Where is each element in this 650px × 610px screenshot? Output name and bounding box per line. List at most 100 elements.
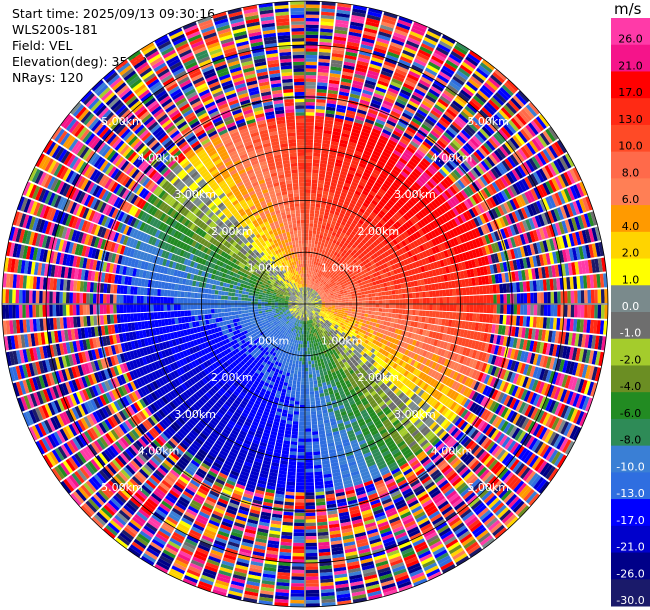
range-gate: [530, 188, 539, 201]
range-gate: [364, 24, 379, 31]
range-gate: [358, 306, 363, 310]
range-gate: [315, 237, 319, 242]
range-gate: [339, 84, 351, 90]
range-gate: [358, 236, 364, 242]
range-gate: [484, 123, 495, 135]
range-gate: [528, 101, 540, 115]
range-gate: [422, 39, 436, 49]
range-gate: [539, 150, 550, 164]
range-gate: [348, 306, 353, 309]
range-gate: [348, 296, 352, 300]
range-gate: [446, 240, 453, 249]
range-gate: [332, 282, 336, 286]
range-gate: [382, 64, 395, 72]
range-gate: [340, 270, 345, 275]
range-gate: [338, 242, 344, 248]
range-gate: [473, 217, 481, 227]
range-gate: [336, 262, 341, 267]
range-gate: [326, 280, 330, 284]
range-gate: [314, 213, 319, 218]
range-gate: [331, 134, 341, 140]
range-gate: [327, 93, 338, 98]
range-gate: [356, 112, 366, 119]
range-gate: [379, 135, 389, 142]
range-gate: [432, 52, 446, 62]
range-gate: [305, 176, 312, 180]
range-gate: [319, 163, 327, 168]
range-gate: [393, 204, 400, 211]
range-gate: [341, 278, 346, 282]
range-gate: [446, 257, 452, 266]
range-gate: [310, 284, 313, 289]
range-gate: [315, 261, 319, 266]
range-gate: [305, 302, 308, 304]
range-gate: [442, 289, 447, 297]
range-gate: [514, 133, 526, 146]
range-gate: [388, 84, 401, 92]
range-gate: [464, 221, 471, 231]
range-gate: [305, 149, 313, 153]
range-gate: [412, 154, 422, 163]
range-gate: [359, 285, 364, 290]
range-gate: [526, 204, 535, 217]
range-gate: [371, 293, 376, 297]
range-gate: [333, 32, 347, 38]
range-gate: [337, 278, 342, 282]
range-gate: [319, 256, 323, 260]
range-gate: [408, 287, 413, 293]
range-gate: [503, 81, 517, 94]
range-gate: [377, 275, 382, 280]
range-gate: [570, 304, 575, 318]
range-gate: [436, 139, 447, 149]
range-gate: [335, 305, 339, 308]
range-gate: [512, 95, 525, 108]
range-gate: [356, 222, 363, 228]
range-gate: [330, 285, 335, 289]
range-gate: [316, 227, 321, 232]
range-gate: [457, 149, 468, 160]
range-gate: [359, 159, 368, 166]
range-gate: [342, 218, 348, 223]
range-gate: [361, 291, 365, 295]
range-gate: [309, 296, 313, 300]
range-gate: [314, 291, 317, 295]
range-gate: [409, 304, 413, 310]
range-gate: [310, 206, 315, 211]
range-gate: [320, 160, 328, 165]
range-gate: [554, 192, 563, 206]
range-gate: [425, 291, 430, 298]
range-gate: [368, 178, 376, 185]
range-gate: [368, 66, 381, 74]
range-gate: [415, 55, 429, 64]
range-gate: [305, 4, 320, 9]
range-gate: [374, 276, 379, 281]
range-gate: [457, 179, 466, 189]
range-gate: [520, 163, 530, 176]
range-gate: [369, 202, 376, 209]
range-gate: [316, 265, 320, 270]
range-gate: [305, 182, 311, 187]
range-gate: [358, 50, 372, 57]
range-gate: [306, 283, 309, 288]
range-gate: [334, 26, 348, 32]
range-gate: [341, 307, 346, 311]
range-gate: [318, 277, 322, 282]
range-gate: [316, 284, 320, 289]
range-gate: [313, 290, 317, 294]
range-gate: [313, 149, 321, 154]
range-gate: [424, 33, 439, 43]
range-gate: [442, 311, 447, 319]
range-gate: [445, 129, 456, 139]
range-gate: [369, 175, 377, 182]
range-gate: [338, 177, 346, 183]
range-gate: [311, 260, 314, 265]
range-gate: [383, 60, 396, 68]
range-gate: [322, 246, 327, 251]
range-gate: [510, 237, 517, 248]
range-gate: [334, 307, 339, 310]
range-gate: [400, 206, 408, 214]
range-gate: [326, 259, 331, 264]
range-gate: [397, 160, 406, 168]
range-gate: [319, 170, 326, 175]
range-gate: [305, 206, 310, 210]
